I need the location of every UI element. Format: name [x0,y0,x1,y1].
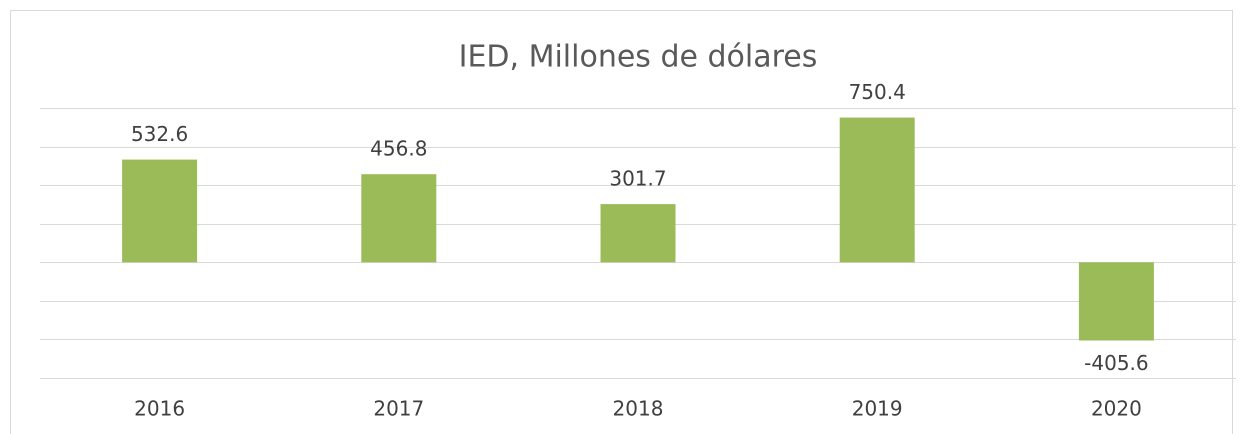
bar [600,204,676,263]
chart-border [10,10,1233,434]
x-tick-label: 2017 [373,397,424,421]
data-label: 456.8 [370,137,427,161]
data-label: -405.6 [1084,351,1148,375]
bar [122,159,198,263]
data-label: 532.6 [131,122,188,146]
data-label: 301.7 [609,167,666,191]
x-tick-label: 2019 [852,397,903,421]
chart-title: IED, Millones de dólares [459,40,818,75]
bar [361,174,437,263]
x-tick-label: 2020 [1091,397,1142,421]
x-tick-label: 2018 [613,397,664,421]
bar [839,117,915,263]
x-tick-label: 2016 [134,397,185,421]
bar [1078,262,1154,341]
data-label: 750.4 [849,80,906,104]
